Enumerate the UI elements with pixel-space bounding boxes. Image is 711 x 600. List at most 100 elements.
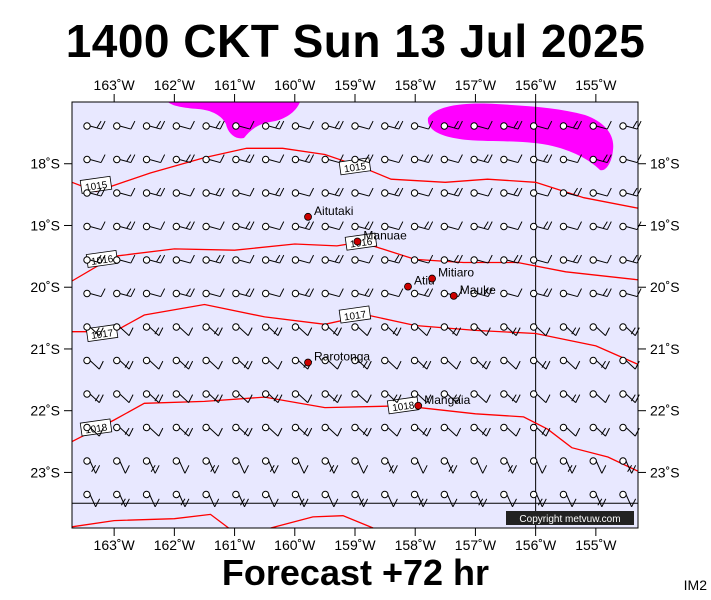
wind-barb (232, 221, 255, 231)
wind-barb (83, 356, 104, 370)
wind-barb (559, 254, 582, 264)
town-marker: Rarotonga (304, 350, 370, 367)
wind-barb (410, 490, 428, 508)
town-marker: Mangaia (414, 393, 471, 410)
wind-barb (172, 154, 195, 164)
wind-barb (381, 490, 398, 508)
lon-tick-label: 157˚W (455, 77, 497, 93)
wind-barb (381, 423, 402, 437)
lat-tick-label: 23˚S (30, 464, 60, 480)
wind-barb (381, 288, 404, 298)
wind-barb (500, 490, 517, 508)
wind-barb (261, 288, 285, 298)
wind-barb (470, 221, 493, 231)
wind-barb (351, 423, 372, 437)
wind-barb (142, 154, 166, 164)
town-label: Mitiaro (438, 266, 474, 280)
wind-barb (470, 390, 491, 403)
wind-barb (142, 288, 166, 298)
wind-barb (172, 490, 190, 508)
wind-barb (351, 154, 374, 164)
wind-barb (172, 457, 190, 474)
wind-barb (83, 120, 106, 130)
lat-tick-label: 19˚S (650, 217, 680, 233)
wind-barb (291, 423, 313, 437)
wind-barb (470, 457, 488, 474)
lon-tick-label: 162˚W (154, 537, 196, 553)
wind-barb (500, 423, 521, 437)
wind-barb (500, 356, 521, 370)
wind-barb (142, 423, 164, 437)
wind-barb (232, 254, 255, 264)
wind-barb (440, 490, 458, 508)
wind-barb (232, 423, 253, 437)
wind-barb (470, 356, 491, 370)
wind-barb (83, 154, 106, 164)
wind-barb (440, 323, 462, 336)
wind-barb (440, 356, 462, 370)
town-label: Aitutaki (314, 204, 353, 218)
wind-barb (619, 120, 642, 130)
wind-barb (261, 120, 285, 130)
towns: AitutakiManuaeAtiuMitiaroMaukeRarotongaM… (304, 204, 496, 410)
wind-barb (261, 457, 279, 474)
wind-barb (619, 490, 637, 508)
wind-barb (410, 120, 434, 130)
wind-barb (410, 187, 434, 197)
wind-barb (559, 288, 582, 298)
lat-tick-label: 20˚S (30, 279, 60, 295)
wind-barb (202, 457, 220, 474)
wind-barb (589, 423, 610, 437)
wind-barb (440, 390, 462, 403)
svg-text:1018: 1018 (85, 422, 109, 436)
wind-barb (83, 323, 104, 336)
wind-barb (589, 120, 612, 130)
wind-barb (232, 490, 249, 508)
wind-barb (559, 120, 582, 130)
wind-barb (261, 187, 285, 197)
wind-barb (172, 288, 195, 298)
wind-barb (529, 120, 553, 130)
wind-barb (142, 390, 164, 403)
wind-barb (291, 254, 314, 264)
lon-tick-label: 161˚W (214, 537, 256, 553)
wind-barb (351, 390, 372, 403)
wind-barb (202, 221, 225, 231)
wind-barb (589, 457, 607, 474)
wind-barb (529, 457, 547, 474)
wind-barb (113, 457, 130, 474)
wind-barb (172, 356, 194, 370)
wind-barb (83, 457, 101, 474)
wind-barb (202, 120, 225, 130)
wind-barb (529, 356, 551, 370)
wind-barb (142, 323, 164, 336)
wind-barb (470, 423, 491, 437)
wind-barb (351, 288, 374, 298)
lat-tick-label: 18˚S (30, 156, 60, 172)
wind-barb (500, 390, 521, 403)
wind-barb (529, 254, 553, 264)
wind-barb (291, 323, 313, 336)
wind-barb (261, 490, 279, 508)
town-marker: Mitiaro (428, 266, 474, 283)
wind-barb (291, 120, 314, 130)
wind-barb (500, 221, 523, 231)
wind-barb (559, 423, 581, 437)
wind-barb (321, 356, 342, 370)
wind-barb (529, 221, 553, 231)
wind-barb (559, 490, 577, 508)
wind-barb (83, 490, 101, 508)
map-title: 1400 CKT Sun 13 Jul 2025 (65, 15, 646, 67)
lon-tick-label: 155˚W (575, 537, 617, 553)
town-marker: Mauke (449, 283, 496, 300)
wind-barb (291, 356, 313, 370)
wind-barb (529, 423, 551, 437)
wind-barb (559, 457, 577, 474)
wind-barb (470, 120, 493, 130)
lon-tick-label: 156˚W (515, 77, 557, 93)
isobar-line (270, 515, 374, 529)
wind-barb (381, 323, 402, 336)
lon-tick-label: 159˚W (334, 77, 376, 93)
isobar-label: 1018 (79, 418, 113, 437)
